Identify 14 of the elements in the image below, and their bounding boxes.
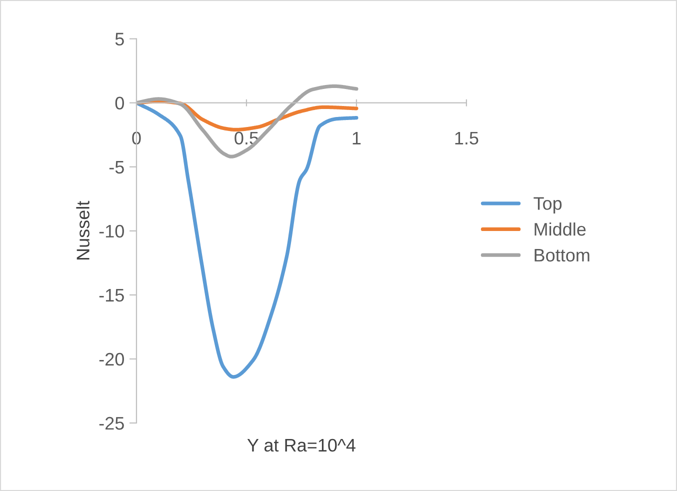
y-tick-label: 0 <box>115 96 124 110</box>
y-tick-label: -10 <box>99 224 124 238</box>
y-tick-label: -25 <box>99 416 124 430</box>
y-tick-label: 5 <box>115 32 124 46</box>
y-tick-label: -15 <box>99 289 124 302</box>
x-tick-label: 1 <box>352 132 361 144</box>
x-tick-label: 1.5 <box>455 132 478 145</box>
x-axis-title: Y at Ra=10^4 <box>247 438 356 452</box>
y-tick-label: -5 <box>109 160 124 174</box>
y-tick-label: -20 <box>99 352 124 366</box>
legend-label: Top <box>534 197 562 214</box>
legend-label: Bottom <box>534 249 590 262</box>
y-axis-title: Nusselt <box>76 200 90 260</box>
legend-label: Middle <box>534 222 586 236</box>
